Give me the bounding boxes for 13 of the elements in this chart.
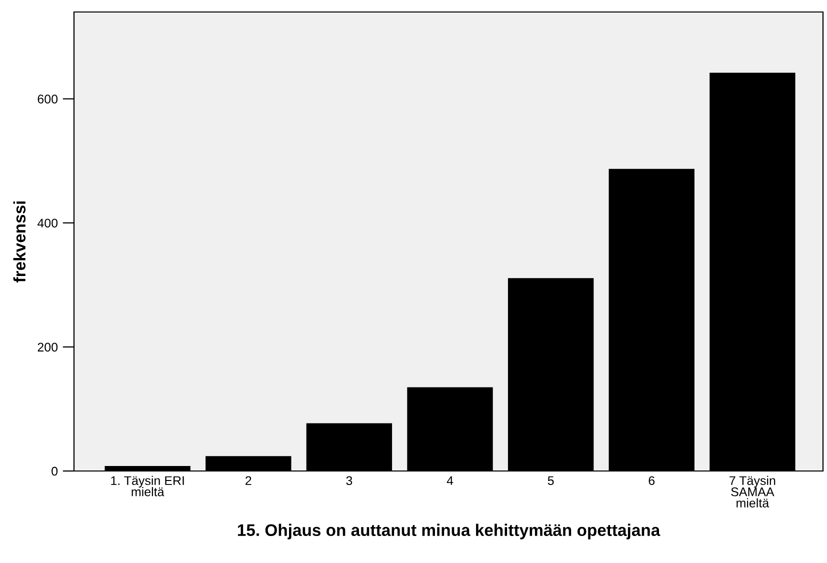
- x-tick-label: 3: [346, 476, 352, 486]
- x-tick-label: 4: [446, 476, 454, 485]
- x-tick-label: 2: [246, 476, 252, 485]
- y-tick-label: 600: [38, 94, 58, 104]
- y-axis-title: frekvenssi: [13, 201, 26, 282]
- x-axis-title: 15. Ohjaus on auttanut minua kehittymään opettajana: [238, 524, 660, 540]
- x-tick-label: 7 Täysin SAMAA mieltä: [730, 476, 776, 508]
- y-tick-label: 200: [38, 342, 58, 352]
- x-tick-label: 6: [648, 476, 655, 486]
- x-tick-label: 5: [548, 476, 554, 486]
- y-tick-label: 0: [52, 466, 58, 476]
- x-tick-label: 1. Täysin ERI mieltä: [111, 476, 184, 496]
- y-tick-label: 400: [37, 218, 58, 228]
